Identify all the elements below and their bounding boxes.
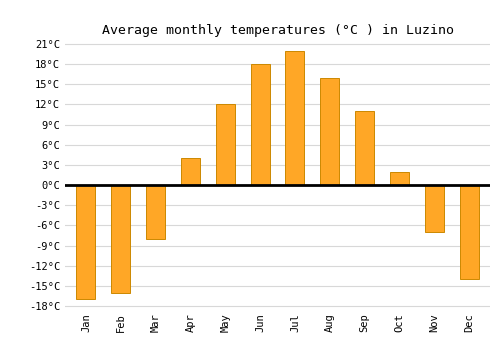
Bar <box>320 78 340 185</box>
Title: Average monthly temperatures (°C ) in Luzino: Average monthly temperatures (°C ) in Lu… <box>102 24 454 37</box>
Bar <box>181 158 200 185</box>
Bar <box>216 104 235 185</box>
Bar <box>390 172 409 185</box>
Bar <box>460 185 478 279</box>
Bar <box>286 51 304 185</box>
Bar <box>76 185 96 299</box>
Bar <box>146 185 165 239</box>
Bar <box>111 185 130 293</box>
Bar <box>250 64 270 185</box>
Bar <box>424 185 444 232</box>
Bar <box>355 111 374 185</box>
